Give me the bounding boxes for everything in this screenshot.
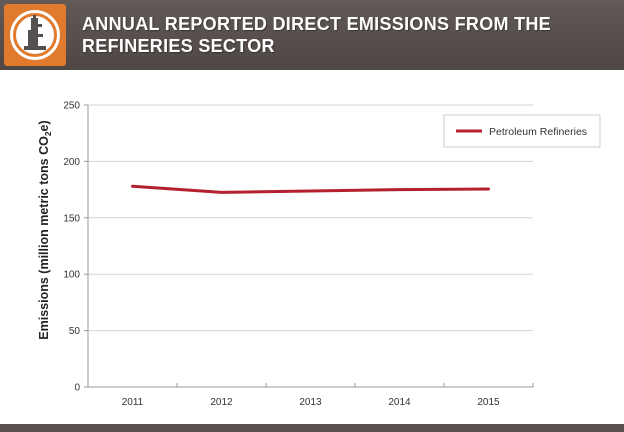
x-tick-label: 2014 [388, 397, 411, 408]
y-tick-label: 250 [63, 101, 80, 112]
page-title: ANNUAL REPORTED DIRECT EMISSIONS FROM TH… [82, 14, 551, 56]
y-tick-label: 100 [63, 270, 80, 281]
series-lines [131, 184, 490, 194]
y-axis-title-subscript: 2 [43, 131, 53, 136]
legend-label: Petroleum Refineries [489, 126, 587, 138]
x-tick-labels: 2011 2012 2013 2014 2015 [122, 397, 500, 408]
header-bar: ANNUAL REPORTED DIRECT EMISSIONS FROM TH… [0, 0, 624, 70]
y-tick-label: 50 [69, 326, 81, 337]
refinery-tower-icon [10, 10, 60, 60]
footer-bar [0, 424, 624, 432]
legend: Petroleum Refineries [443, 114, 601, 148]
x-tick-label: 2013 [299, 397, 322, 408]
y-tick-labels: 0 50 100 150 200 250 [63, 101, 80, 394]
axes [84, 104, 534, 388]
series-line-petroleum-refineries [131, 184, 490, 194]
y-tick-label: 0 [74, 383, 80, 394]
x-tick-label: 2012 [210, 397, 233, 408]
sector-logo [4, 4, 66, 66]
x-tick-label: 2011 [122, 397, 144, 408]
y-axis-title-main: Emissions (million metric tons CO [37, 136, 51, 340]
grid-lines [88, 104, 533, 332]
y-axis-title-end: e) [37, 120, 51, 131]
x-tick-label: 2015 [477, 397, 500, 408]
y-axis-title: Emissions (million metric tons CO2e) [37, 120, 53, 339]
emissions-line-chart: 0 50 100 150 200 250 2011 2012 2013 2014 2015 Emi… [37, 101, 601, 408]
y-tick-label: 150 [63, 213, 80, 224]
y-tick-label: 200 [63, 157, 80, 168]
